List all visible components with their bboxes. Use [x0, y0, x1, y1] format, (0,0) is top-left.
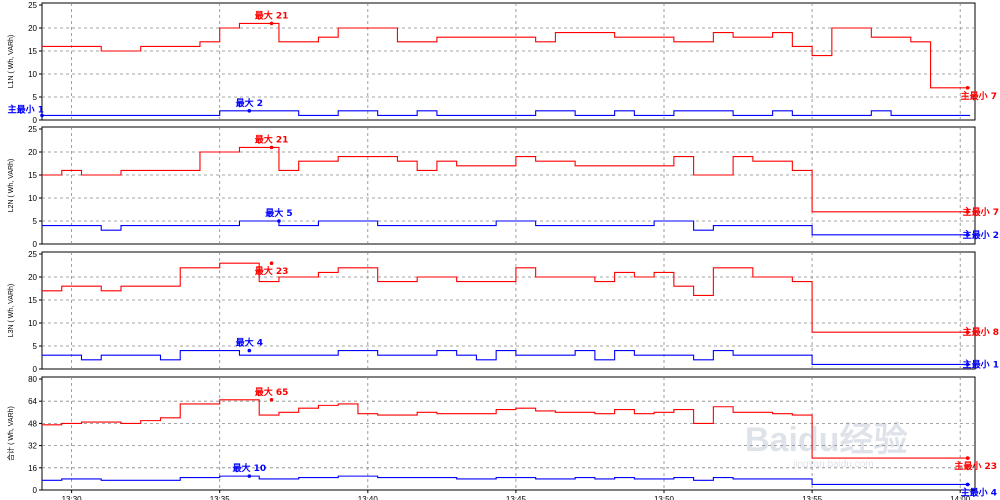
y-tick-label: 5: [33, 93, 38, 102]
y-tick-label: 0: [33, 116, 38, 125]
annotation-label: 主最小 7: [961, 90, 997, 102]
y-tick-label: 10: [28, 194, 37, 203]
panel-3: 0 5 10 15 20 25 L3N ( Wh, VARh) 最大 23 最大 4 主最小 8 主…: [8, 250, 999, 374]
series-line-min: [42, 350, 971, 365]
series-line-min: [42, 220, 971, 236]
annotation-label: 主最小 1: [963, 358, 999, 370]
x-tick-label: 14:00: [950, 495, 971, 500]
annotation-marker: [965, 330, 970, 335]
y-tick-label: 25: [28, 125, 37, 134]
y-tick-label: 5: [33, 342, 38, 351]
series-line-max: [42, 146, 971, 213]
y-tick-label: 32: [28, 442, 37, 451]
y-tick-label: 5: [33, 217, 38, 226]
y-tick-label: 10: [28, 319, 37, 328]
y-axis-label: L3N ( Wh, VARh): [8, 284, 15, 338]
annotation-label: 最大 21: [255, 133, 289, 145]
watermark-text: Baidu经验: [745, 420, 907, 459]
panel-frame: [41, 126, 976, 245]
series-line-min: [42, 475, 971, 485]
annotation-marker: [247, 474, 252, 478]
annotation-label: 主最小 7: [963, 206, 999, 218]
y-tick-label: 15: [28, 47, 37, 56]
annotation-label: 最大 23: [255, 265, 289, 277]
annotation-label: 最大 21: [255, 9, 289, 21]
annotation-label: 最大 5: [265, 207, 292, 219]
watermark-subtext: jingyan.baidu.com: [792, 459, 874, 470]
panel-2: 0 5 10 15 20 25 L2N ( Wh, VARh) 最大 21 最大 5 主最小 7 主…: [8, 125, 999, 249]
x-tick-label: 13:30: [62, 495, 83, 500]
annotation-label: 主最小 23: [954, 460, 997, 472]
y-tick-label: 20: [28, 148, 37, 157]
y-tick-label: 20: [28, 273, 37, 282]
annotation-marker: [277, 219, 281, 223]
annotation-marker: [269, 261, 274, 266]
y-axis-label: L2N ( Wh, VARh): [8, 159, 15, 213]
annotation-marker: [965, 482, 970, 487]
panel-frame: [41, 251, 976, 370]
x-tick-label: 13:50: [654, 495, 675, 500]
annotation-marker: [269, 398, 274, 402]
x-tick-label: 13:45: [506, 495, 527, 500]
y-tick-label: 48: [28, 419, 37, 428]
watermark: Baidu经验 jingyan.baidu.com: [745, 420, 907, 470]
annotation-label: 主最小 4: [961, 486, 997, 498]
panel-4: 0 16 32 48 64 80 合计 ( Wh, VARh) 最大 65 最大 10 主最小 2…: [6, 375, 997, 498]
annotation-marker: [247, 348, 252, 353]
annotation-marker: [965, 233, 970, 237]
series-line-max: [42, 399, 971, 459]
y-tick-label: 0: [33, 486, 38, 495]
annotation-label: 主最小 2: [963, 229, 999, 241]
annotation-marker: [269, 145, 274, 150]
annotation-label: 最大 10: [232, 462, 266, 474]
annotation-marker: [40, 113, 44, 118]
panel-1: 0 5 10 15 20 25 L1N ( Wh, VARh) 最大 21 最大 2 主最小 1 主…: [8, 1, 997, 125]
y-tick-label: 20: [28, 24, 37, 33]
y-tick-label: 0: [33, 365, 38, 374]
y-tick-label: 10: [28, 70, 37, 79]
series-line-min: [42, 110, 971, 116]
annotation-label: 最大 65: [255, 386, 289, 398]
series-line-max: [42, 262, 971, 333]
y-tick-label: 15: [28, 171, 37, 180]
y-tick-label: 16: [28, 464, 37, 473]
annotation-label: 主最小 8: [963, 326, 999, 338]
series-line-max: [42, 22, 971, 89]
x-tick-label: 13:35: [210, 495, 231, 500]
annotation-marker: [965, 210, 970, 214]
x-tick-label: 13:40: [358, 495, 379, 500]
y-tick-label: 64: [28, 397, 37, 406]
y-axis-label: L1N ( Wh, VARh): [8, 35, 15, 89]
annotation-marker: [965, 456, 970, 460]
x-tick-label: 13:55: [802, 495, 823, 500]
annotation-marker: [247, 109, 252, 113]
y-tick-label: 25: [28, 250, 37, 259]
annotation-marker: [965, 86, 970, 90]
panel-frame: [41, 376, 976, 491]
annotation-label: 最大 4: [236, 337, 263, 349]
annotation-label: 主最小 1: [8, 103, 44, 115]
annotation-label: 最大 2: [236, 97, 263, 109]
y-tick-label: 15: [28, 296, 37, 305]
y-tick-label: 0: [33, 240, 38, 249]
annotation-marker: [965, 362, 970, 367]
y-tick-label: 25: [28, 1, 37, 10]
y-axis-label: 合计 ( Wh, VARh): [6, 406, 15, 461]
annotation-marker: [269, 21, 274, 26]
y-tick-label: 80: [28, 375, 37, 384]
panel-frame: [41, 2, 976, 121]
